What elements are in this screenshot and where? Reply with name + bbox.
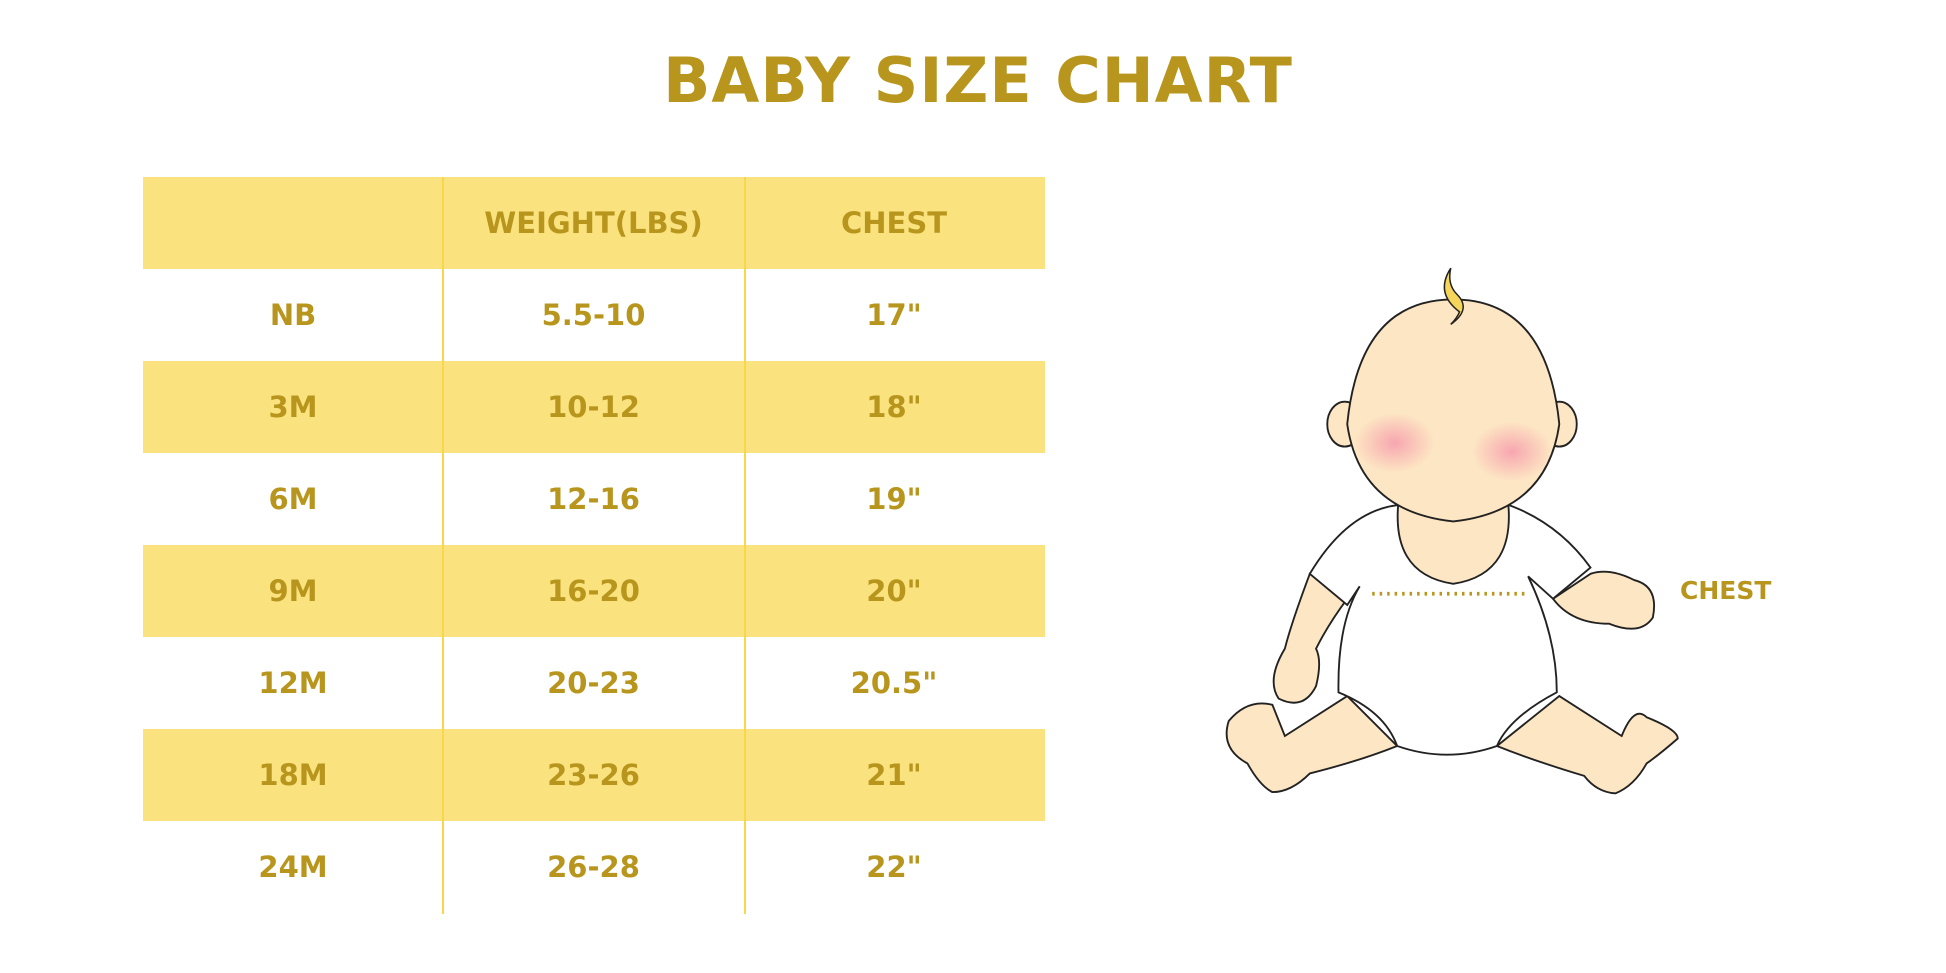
- chest-cell: 19": [866, 482, 922, 516]
- size-cell: 9M: [268, 574, 318, 608]
- page-title: BABY SIZE CHART: [663, 44, 1293, 117]
- size-cell: NB: [269, 298, 317, 332]
- table-row: 6M 12-16 19": [143, 453, 1045, 545]
- table-header-row: WEIGHT(LBS) CHEST: [143, 177, 1045, 269]
- column-divider: [744, 177, 746, 914]
- weight-cell: 16-20: [547, 574, 640, 608]
- weight-cell: 26-28: [547, 850, 640, 884]
- table-row: 9M 16-20 20": [143, 545, 1045, 637]
- size-cell: 24M: [258, 850, 328, 884]
- table-row: 3M 10-12 18": [143, 361, 1045, 453]
- weight-cell: 10-12: [547, 390, 640, 424]
- size-cell: 12M: [258, 666, 328, 700]
- weight-cell: 12-16: [547, 482, 640, 516]
- table-row: 24M 26-28 22": [143, 821, 1045, 913]
- chest-cell: 22": [866, 850, 922, 884]
- chest-cell: 17": [866, 298, 922, 332]
- header-cell: WEIGHT(LBS): [484, 206, 703, 240]
- size-cell: 18M: [258, 758, 328, 792]
- size-cell: 3M: [268, 390, 318, 424]
- table-row: 18M 23-26 21": [143, 729, 1045, 821]
- weight-cell: 20-23: [547, 666, 640, 700]
- header-cell: CHEST: [840, 206, 948, 240]
- weight-cell: 5.5-10: [541, 298, 646, 332]
- column-divider: [442, 177, 444, 914]
- table-row: NB 5.5-10 17": [143, 269, 1045, 361]
- size-table: WEIGHT(LBS) CHEST NB 5.5-10 17" 3M 10-12…: [143, 177, 1045, 913]
- chest-cell: 20": [866, 574, 922, 608]
- chest-cell: 18": [866, 390, 922, 424]
- weight-cell: 23-26: [547, 758, 640, 792]
- size-cell: 6M: [268, 482, 318, 516]
- chest-cell: 20.5": [850, 666, 938, 700]
- chest-label: CHEST: [1680, 576, 1772, 605]
- table-row: 12M 20-23 20.5": [143, 637, 1045, 729]
- chest-cell: 21": [866, 758, 922, 792]
